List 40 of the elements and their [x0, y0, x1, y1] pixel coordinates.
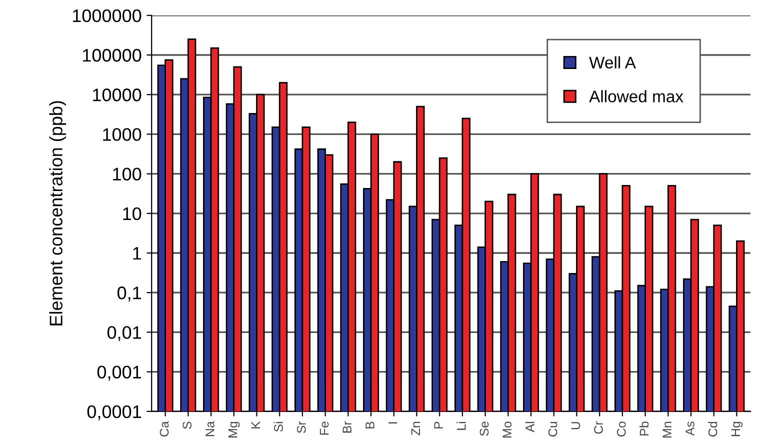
- y-tick-label: 1: [133, 247, 141, 260]
- x-tick-label: Br: [342, 421, 352, 433]
- x-tick-label: Li: [456, 422, 466, 430]
- x-tick-label: As: [686, 422, 694, 436]
- y-tick-label: 10: [123, 207, 142, 220]
- x-tick-label: Hg: [731, 422, 743, 436]
- x-tick-label: Pb: [639, 422, 649, 436]
- y-tick-label: 0,0001: [87, 405, 141, 420]
- legend-label: Allowed max: [589, 90, 684, 102]
- x-tick-label: Zn: [411, 422, 420, 436]
- x-tick-label: Cd: [708, 422, 718, 436]
- y-axis-title: Element concentration (ppb): [49, 101, 66, 326]
- x-tick-label: Cu: [548, 422, 558, 436]
- y-tick-label: 0,1: [117, 286, 141, 302]
- x-tick-label: Se: [480, 422, 489, 436]
- x-tick-label: Mn: [662, 422, 672, 438]
- x-tick-label: I: [388, 422, 398, 424]
- y-tick-label: 1000000: [72, 9, 142, 22]
- x-tick-label: Co: [616, 422, 626, 436]
- x-tick-label: Fe: [320, 422, 329, 435]
- y-tick-label: 100000: [83, 48, 142, 62]
- x-tick-label: Ca: [160, 421, 169, 436]
- x-tick-label: K: [251, 421, 260, 428]
- x-tick-label: S: [182, 422, 192, 429]
- x-tick-label: P: [434, 422, 443, 428]
- x-tick-label: B: [366, 422, 374, 428]
- x-tick-label: Mo: [502, 422, 512, 438]
- y-tick-label: 10000: [93, 88, 142, 102]
- x-tick-label: Cr: [594, 421, 603, 434]
- x-tick-label: Al: [525, 422, 534, 432]
- legend-label: Well A: [589, 56, 636, 68]
- y-tick-label: 0,01: [107, 326, 141, 342]
- x-tick-label: Sr: [296, 421, 306, 434]
- x-tick-label: Na: [206, 421, 214, 436]
- y-tick-label: 1000: [103, 128, 142, 141]
- x-tick-label: Si: [274, 422, 283, 432]
- y-tick-label: 100: [113, 168, 142, 181]
- x-tick-label: Mg: [228, 422, 240, 438]
- y-tick-label: 0,001: [97, 366, 141, 381]
- x-tick-label: U: [571, 422, 580, 430]
